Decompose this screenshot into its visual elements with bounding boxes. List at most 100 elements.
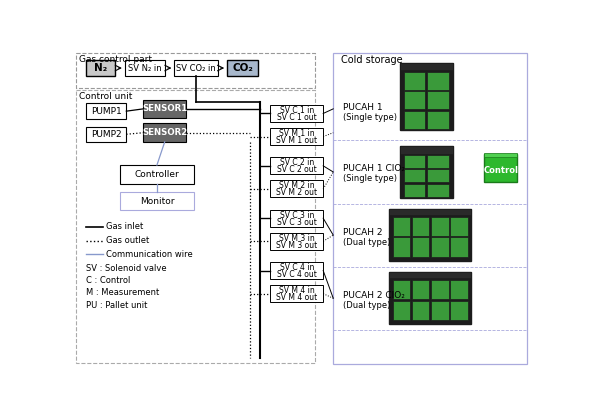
FancyBboxPatch shape (143, 100, 186, 118)
Text: PUCAH 1: PUCAH 1 (343, 103, 383, 112)
FancyBboxPatch shape (174, 60, 218, 76)
FancyBboxPatch shape (392, 301, 410, 320)
FancyBboxPatch shape (270, 180, 323, 197)
Text: SV C 1 in: SV C 1 in (280, 106, 314, 115)
FancyBboxPatch shape (86, 104, 126, 119)
FancyBboxPatch shape (270, 128, 323, 145)
FancyBboxPatch shape (427, 91, 449, 109)
FancyBboxPatch shape (450, 217, 468, 236)
FancyBboxPatch shape (427, 72, 449, 90)
Text: SV : Solenoid valve: SV : Solenoid valve (86, 264, 167, 273)
Text: SV C 3 out: SV C 3 out (277, 218, 317, 227)
Text: SV M 1 out: SV M 1 out (276, 136, 317, 145)
FancyBboxPatch shape (270, 285, 323, 302)
FancyBboxPatch shape (427, 111, 449, 129)
Text: Controller: Controller (134, 170, 179, 179)
FancyBboxPatch shape (389, 272, 471, 325)
FancyBboxPatch shape (270, 105, 323, 122)
Text: (Dual type): (Dual type) (343, 237, 391, 247)
Text: PU : Pallet unit: PU : Pallet unit (86, 301, 147, 310)
Text: SV M 2 in: SV M 2 in (279, 181, 315, 190)
FancyBboxPatch shape (431, 301, 449, 320)
Text: Control unit: Control unit (79, 92, 133, 101)
FancyBboxPatch shape (270, 262, 323, 279)
FancyBboxPatch shape (86, 126, 126, 142)
Text: SV M 4 out: SV M 4 out (276, 293, 317, 302)
Text: SENSOR2: SENSOR2 (142, 128, 187, 137)
Text: Control: Control (483, 166, 518, 175)
Text: (Single type): (Single type) (343, 113, 398, 122)
FancyBboxPatch shape (400, 146, 452, 154)
Text: SV M 1 in: SV M 1 in (279, 129, 315, 138)
Text: SV M 3 out: SV M 3 out (276, 241, 317, 249)
Text: SV N₂ in: SV N₂ in (128, 64, 162, 73)
FancyBboxPatch shape (120, 192, 194, 211)
Text: CO₂: CO₂ (232, 63, 253, 73)
FancyBboxPatch shape (400, 63, 452, 131)
FancyBboxPatch shape (484, 154, 517, 182)
FancyBboxPatch shape (431, 280, 449, 299)
Text: Monitor: Monitor (140, 197, 174, 206)
Text: C : Control: C : Control (86, 276, 130, 285)
Text: PUCAH 2 ClO₂: PUCAH 2 ClO₂ (343, 291, 405, 300)
FancyBboxPatch shape (392, 217, 410, 236)
FancyBboxPatch shape (431, 217, 449, 236)
FancyBboxPatch shape (270, 210, 323, 227)
FancyBboxPatch shape (125, 60, 165, 76)
FancyBboxPatch shape (389, 209, 471, 261)
FancyBboxPatch shape (392, 237, 410, 257)
Text: SV M 4 in: SV M 4 in (279, 286, 315, 295)
FancyBboxPatch shape (450, 280, 468, 299)
Text: Cold storage: Cold storage (341, 55, 403, 65)
FancyBboxPatch shape (143, 123, 186, 142)
Text: SV M 3 in: SV M 3 in (279, 234, 315, 243)
Text: Communication wire: Communication wire (106, 250, 193, 259)
Text: (Dual type): (Dual type) (343, 301, 391, 310)
FancyBboxPatch shape (404, 184, 425, 197)
FancyBboxPatch shape (270, 233, 323, 250)
Text: PUCAH 2: PUCAH 2 (343, 228, 383, 237)
FancyBboxPatch shape (404, 91, 425, 109)
FancyBboxPatch shape (404, 72, 425, 90)
Text: (Single type): (Single type) (343, 174, 398, 183)
FancyBboxPatch shape (404, 155, 425, 168)
FancyBboxPatch shape (412, 301, 429, 320)
FancyBboxPatch shape (404, 169, 425, 182)
FancyBboxPatch shape (427, 184, 449, 197)
Text: PUCAH 1 ClO₂: PUCAH 1 ClO₂ (343, 164, 405, 173)
FancyBboxPatch shape (227, 60, 258, 76)
Text: SV CO₂ in: SV CO₂ in (176, 64, 216, 73)
FancyBboxPatch shape (120, 165, 194, 183)
FancyBboxPatch shape (270, 157, 323, 174)
FancyBboxPatch shape (404, 111, 425, 129)
FancyBboxPatch shape (86, 60, 115, 76)
Text: SV M 2 out: SV M 2 out (276, 188, 317, 197)
FancyBboxPatch shape (400, 146, 452, 198)
FancyBboxPatch shape (392, 280, 410, 299)
Text: SV C 4 in: SV C 4 in (280, 263, 314, 272)
Text: SV C 3 in: SV C 3 in (280, 211, 314, 220)
FancyBboxPatch shape (427, 155, 449, 168)
Text: N₂: N₂ (94, 63, 107, 73)
FancyBboxPatch shape (412, 217, 429, 236)
Text: M : Measurement: M : Measurement (86, 288, 159, 297)
Text: SV C 2 in: SV C 2 in (280, 158, 314, 167)
FancyBboxPatch shape (431, 237, 449, 257)
Text: Gas outlet: Gas outlet (106, 236, 150, 245)
FancyBboxPatch shape (389, 272, 471, 278)
Text: SV C 4 out: SV C 4 out (277, 270, 317, 279)
FancyBboxPatch shape (412, 237, 429, 257)
FancyBboxPatch shape (412, 280, 429, 299)
Text: Gas inlet: Gas inlet (106, 222, 144, 231)
Text: SV C 1 out: SV C 1 out (277, 113, 317, 122)
Text: Gas control part: Gas control part (79, 55, 152, 64)
FancyBboxPatch shape (484, 153, 517, 157)
Text: PUMP2: PUMP2 (91, 130, 121, 139)
FancyBboxPatch shape (450, 301, 468, 320)
FancyBboxPatch shape (450, 237, 468, 257)
FancyBboxPatch shape (389, 209, 471, 215)
Text: SV C 2 out: SV C 2 out (277, 165, 317, 174)
FancyBboxPatch shape (427, 169, 449, 182)
Text: PUMP1: PUMP1 (91, 107, 121, 116)
Text: SENSOR1: SENSOR1 (142, 104, 187, 113)
